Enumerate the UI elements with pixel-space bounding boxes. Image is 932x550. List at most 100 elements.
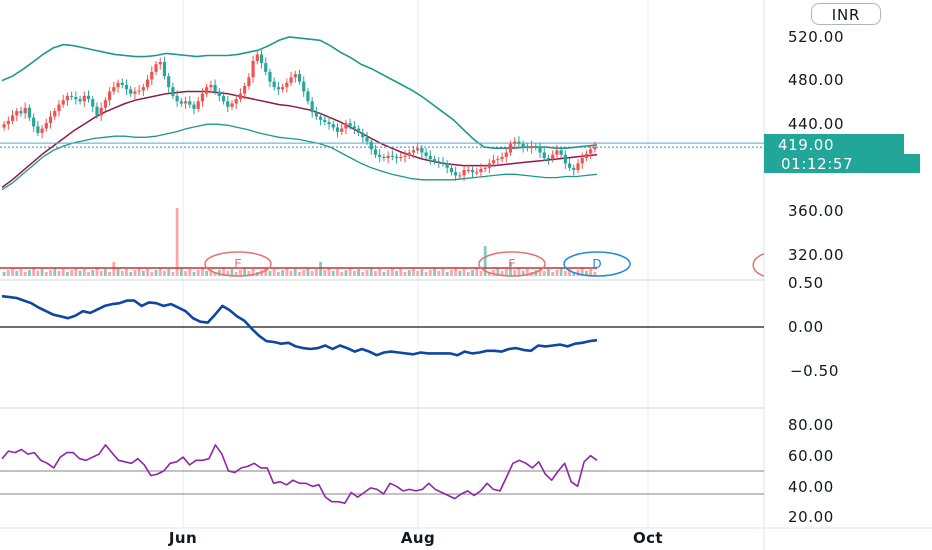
volume-bar — [264, 268, 268, 276]
candle-body — [331, 124, 335, 128]
volume-bar — [57, 271, 61, 276]
volume-bar — [91, 270, 95, 276]
candle-body — [264, 63, 268, 72]
candle-body — [70, 95, 74, 97]
price-axis-tick: 320.00 — [788, 246, 844, 264]
volume-bar — [323, 270, 327, 276]
candle-body — [243, 86, 247, 94]
volume-bar — [314, 269, 318, 276]
volume-bar — [137, 268, 141, 276]
candle-body — [285, 82, 289, 88]
volume-bar — [209, 269, 213, 276]
volume-bar — [441, 269, 445, 276]
candle-body — [251, 60, 255, 78]
volume-bar — [201, 268, 204, 276]
volume-bar — [234, 272, 238, 276]
candle-body — [356, 128, 361, 133]
volume-bar — [129, 272, 133, 276]
price-pane[interactable] — [0, 36, 764, 191]
volume-bar — [407, 270, 411, 276]
candle-body — [458, 175, 462, 177]
volume-bar — [205, 271, 209, 276]
time-axis-tick: Oct — [633, 529, 663, 547]
volume-bar — [390, 268, 394, 276]
volume-bar — [454, 268, 458, 276]
candle-body — [454, 172, 458, 176]
volume-bar — [230, 269, 234, 276]
volume-bar — [462, 269, 466, 276]
candle-body — [158, 62, 162, 65]
countdown-tag: 01:12:57 — [764, 154, 920, 173]
volume-bar — [175, 208, 179, 276]
candle-body — [416, 148, 420, 151]
candle-body — [116, 82, 120, 88]
volume-bar — [365, 270, 369, 276]
volume-bar — [222, 268, 225, 276]
volume-bar — [243, 268, 247, 276]
candle-body — [576, 163, 580, 170]
volume-bar — [125, 269, 128, 276]
bollinger-upper-band — [1, 36, 598, 149]
candle-body — [445, 163, 449, 168]
volume-bar — [420, 269, 424, 276]
last-price-tag: 419.00 — [764, 134, 904, 154]
volume-bar — [521, 271, 525, 276]
volume-bar — [44, 272, 48, 276]
axis-labels: 520.00 480.00 440.00 360.00 320.00 0.50 0.00 −0… — [788, 28, 844, 526]
volume-bar — [361, 272, 365, 276]
candle-body — [272, 81, 276, 88]
macd-axis-tick: 0.50 — [788, 274, 824, 292]
candle-body — [259, 54, 264, 64]
volume-bar — [513, 270, 517, 276]
volume-bar — [28, 270, 31, 276]
volume-bar — [572, 272, 576, 276]
candle-body — [234, 99, 238, 104]
candle-body — [205, 87, 209, 94]
candle-body — [584, 153, 589, 158]
volume-bar — [458, 271, 462, 276]
candle-body — [6, 120, 10, 125]
volume-bar — [272, 269, 276, 276]
macd-pane[interactable] — [0, 294, 764, 357]
volume-bar — [403, 272, 407, 276]
candle-body — [57, 104, 61, 112]
volume-bar — [192, 272, 196, 276]
volume-bar — [11, 268, 14, 276]
candle-body — [23, 107, 27, 114]
rsi-line — [1, 444, 598, 505]
candle-body — [517, 141, 521, 144]
candle-body — [441, 162, 445, 164]
rsi-pane[interactable] — [0, 444, 764, 505]
candle-body — [297, 74, 302, 82]
candle-body — [593, 147, 597, 150]
volume-bar — [70, 270, 74, 276]
volume-bar — [99, 271, 103, 276]
candle-body — [213, 84, 217, 92]
volume-bar — [437, 271, 441, 276]
volume-bar — [167, 269, 171, 276]
volume-bar — [395, 271, 398, 276]
candle-body — [255, 54, 259, 61]
rsi-axis-tick: 40.00 — [788, 478, 834, 496]
candle-body — [437, 161, 441, 163]
volume-bar — [268, 271, 272, 276]
volume-bar — [302, 270, 306, 276]
volume-bar — [538, 268, 542, 276]
candle-body — [411, 150, 416, 153]
volume-bar — [74, 268, 78, 276]
volume-bar — [378, 269, 382, 276]
candle-body — [162, 62, 167, 77]
currency-selector[interactable]: INR — [811, 3, 881, 25]
volume-bar — [369, 268, 373, 276]
candle-body — [112, 87, 116, 92]
candle-body — [348, 123, 352, 127]
volume-bar — [357, 269, 360, 276]
volume-bar — [479, 271, 483, 276]
candle-body — [27, 107, 32, 118]
candle-body — [120, 82, 124, 85]
volume-bar — [487, 272, 491, 276]
candle-body — [538, 147, 542, 153]
candle-body — [428, 155, 432, 160]
candle-body — [108, 91, 112, 101]
